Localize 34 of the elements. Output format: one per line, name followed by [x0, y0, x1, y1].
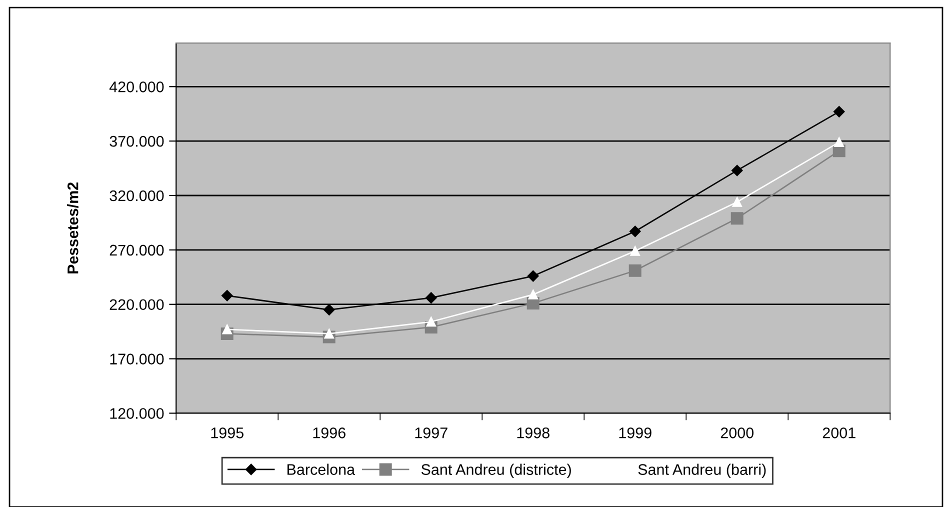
y-tick-label: 170.000 [110, 354, 164, 364]
point [628, 264, 642, 277]
legend-label: Sant Andreu (districte) [421, 464, 571, 478]
x-tick-label: 1995 [211, 427, 244, 438]
point [426, 292, 437, 304]
point [528, 270, 539, 282]
y-tick-label: 270.000 [110, 244, 164, 256]
point [834, 106, 845, 118]
x-tick-label: 1998 [517, 427, 550, 438]
point [732, 197, 742, 207]
point [834, 137, 844, 148]
point [730, 212, 744, 225]
y-tick-label: 220.000 [110, 299, 164, 310]
point [222, 324, 232, 334]
x-tick-label: 1997 [415, 427, 448, 438]
y-axis-title: Pessetes/m2 [67, 182, 78, 274]
point [630, 226, 641, 238]
text: Sant Andreu (barri) [638, 464, 766, 478]
y-tick-label: 370.000 [110, 136, 164, 147]
point [528, 290, 538, 300]
x-tick-label: 2001 [822, 427, 856, 438]
legend-label: Barcelona [288, 464, 356, 475]
y-tick-label: 120.000 [110, 408, 164, 419]
x-tick-label: 1999 [619, 427, 652, 438]
point [324, 328, 334, 339]
point [732, 164, 743, 176]
y-tick-label: 320.000 [110, 190, 164, 202]
point [630, 246, 640, 256]
point [222, 290, 233, 302]
point [324, 304, 335, 316]
x-tick-label: 2000 [720, 427, 754, 438]
point [426, 316, 436, 327]
x-tick-label: 1996 [313, 427, 346, 438]
y-tick-label: 420.000 [109, 82, 164, 92]
